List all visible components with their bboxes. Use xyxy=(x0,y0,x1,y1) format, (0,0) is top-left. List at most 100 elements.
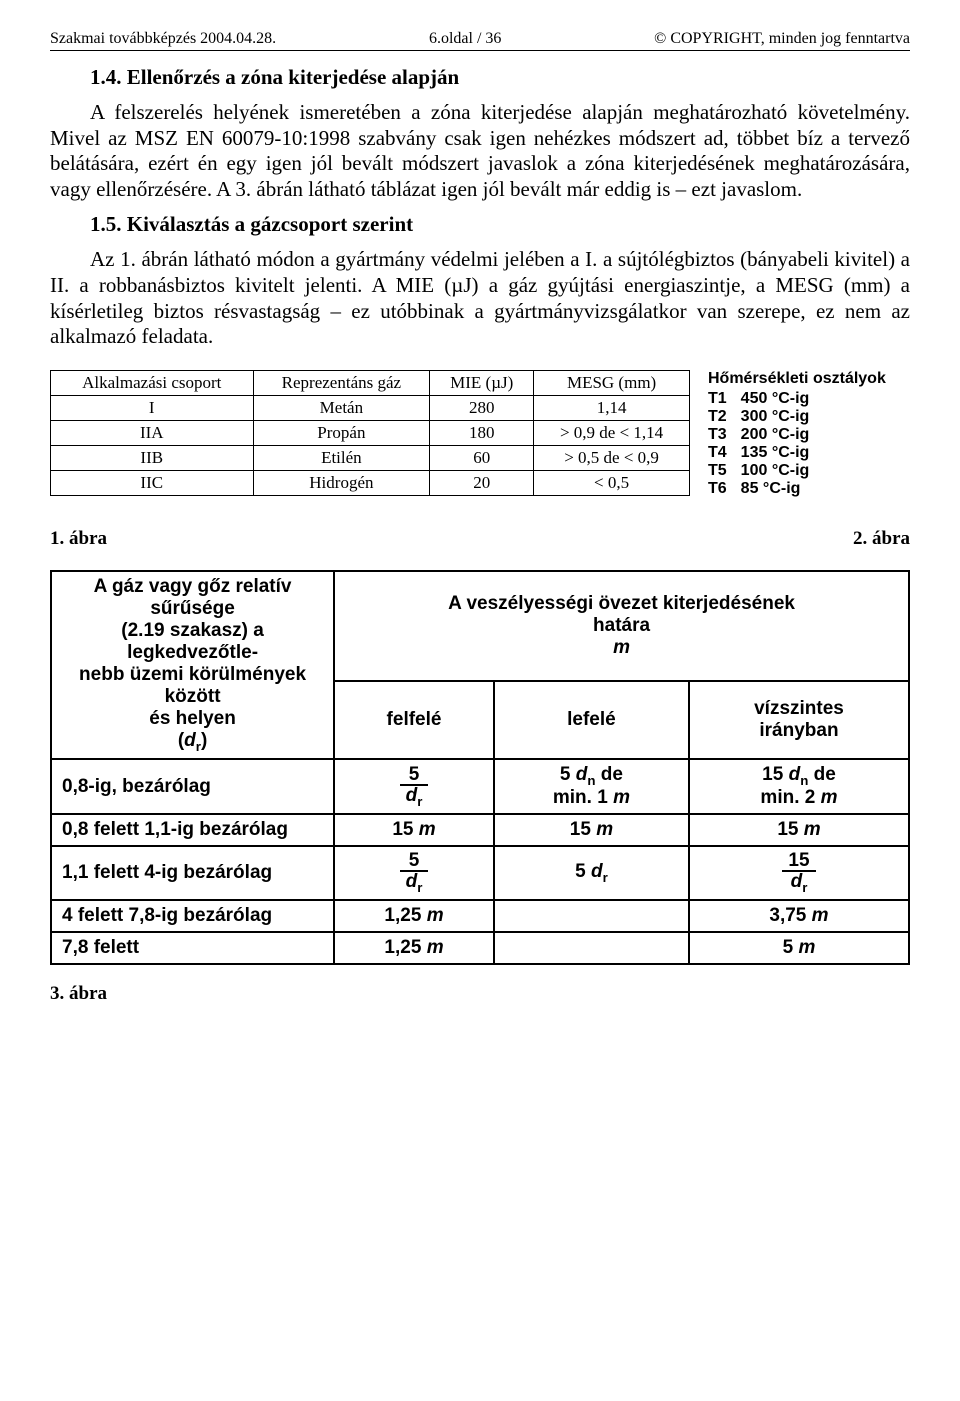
zone-table: A gáz vagy gőz relatív sűrűsége (2.19 sz… xyxy=(50,570,910,965)
zone-cell: 1,25 m xyxy=(334,932,494,964)
temp-row: T2 300 °C-ig xyxy=(708,408,910,426)
temp-row: T3 200 °C-ig xyxy=(708,426,910,444)
table-row: A gáz vagy gőz relatív sűrűsége (2.19 sz… xyxy=(51,571,909,681)
table-row: IIA Propán 180 > 0,9 de < 1,14 xyxy=(51,420,690,445)
figure-3-caption: 3. ábra xyxy=(50,983,910,1005)
page-header: Szakmai továbbképzés 2004.04.28. 6.oldal… xyxy=(50,30,910,51)
temp-code: T2 xyxy=(708,408,727,426)
temp-row: T1 450 °C-ig xyxy=(708,390,910,408)
temp-value: 300 °C-ig xyxy=(741,408,810,426)
temp-row: T4 135 °C-ig xyxy=(708,444,910,462)
gas-table: Alkalmazási csoport Reprezentáns gáz MIE… xyxy=(50,370,690,496)
temp-value: 85 °C-ig xyxy=(741,480,801,498)
gas-table-cell: IIA xyxy=(51,420,254,445)
zone-cell: 5dr xyxy=(334,759,494,815)
temp-value: 135 °C-ig xyxy=(741,444,810,462)
zone-cell: 5 m xyxy=(689,932,909,964)
gas-table-cell: > 0,9 de < 1,14 xyxy=(534,420,690,445)
temp-code: T1 xyxy=(708,390,727,408)
zone-subheader: vízszintesirányban xyxy=(689,681,909,759)
zone-h2-line: határa xyxy=(593,615,650,636)
temp-code: T3 xyxy=(708,426,727,444)
gas-table-header: MESG (mm) xyxy=(534,370,690,395)
temp-value: 100 °C-ig xyxy=(741,462,810,480)
gas-table-header: MIE (µJ) xyxy=(430,370,534,395)
table-row: IIC Hidrogén 20 < 0,5 xyxy=(51,470,690,495)
gas-table-cell: Hidrogén xyxy=(253,470,430,495)
gas-table-cell: 180 xyxy=(430,420,534,445)
gas-table-cell: Metán xyxy=(253,395,430,420)
table-row: 0,8 felett 1,1-ig bezárólag 15 m 15 m 15… xyxy=(51,814,909,846)
figure-1-caption: 1. ábra xyxy=(50,528,107,550)
table-row: 0,8-ig, bezárólag 5dr 5 dn demin. 1 m 15… xyxy=(51,759,909,815)
gas-table-header: Alkalmazási csoport xyxy=(51,370,254,395)
gas-table-cell: Propán xyxy=(253,420,430,445)
zone-h2-line: A veszélyességi övezet kiterjedésének xyxy=(448,593,795,614)
gas-table-cell: 20 xyxy=(430,470,534,495)
figure-2: Hőmérsékleti osztályok T1 450 °C-ig T2 300… xyxy=(708,370,910,498)
zone-subheader: lefelé xyxy=(494,681,689,759)
zone-header-right: A veszélyességi övezet kiterjedésének ha… xyxy=(334,571,909,681)
zone-cell: 15dr xyxy=(689,846,909,899)
section-1-4-title: 1.4. Ellenőrzés a zóna kiterjedése alapj… xyxy=(90,65,910,90)
zone-cell: 5 dn demin. 1 m xyxy=(494,759,689,815)
zone-row-label: 7,8 felett xyxy=(51,932,334,964)
gas-table-cell: < 0,5 xyxy=(534,470,690,495)
zone-cell: 3,75 m xyxy=(689,900,909,932)
zone-cell: 15 dn demin. 2 m xyxy=(689,759,909,815)
table-row: IIB Etilén 60 > 0,5 de < 0,9 xyxy=(51,445,690,470)
zone-row-label: 0,8-ig, bezárólag xyxy=(51,759,334,815)
gas-table-cell: I xyxy=(51,395,254,420)
gas-table-cell: Etilén xyxy=(253,445,430,470)
temp-row: T6 85 °C-ig xyxy=(708,480,910,498)
zone-row-label: 0,8 felett 1,1-ig bezárólag xyxy=(51,814,334,846)
section-1-5-paragraph: Az 1. ábrán látható módon a gyártmány vé… xyxy=(50,247,910,349)
temp-row: T5 100 °C-ig xyxy=(708,462,910,480)
figures-row: Alkalmazási csoport Reprezentáns gáz MIE… xyxy=(50,370,910,498)
table-row: Alkalmazási csoport Reprezentáns gáz MIE… xyxy=(51,370,690,395)
table-row: I Metán 280 1,14 xyxy=(51,395,690,420)
zone-cell: 5dr xyxy=(334,846,494,899)
zone-h1-line: A gáz vagy gőz relatív sűrűsége xyxy=(94,576,292,619)
gas-table-cell: IIB xyxy=(51,445,254,470)
header-right: © COPYRIGHT, minden jog fenntartva xyxy=(654,30,910,48)
gas-table-header: Reprezentáns gáz xyxy=(253,370,430,395)
gas-table-cell: 1,14 xyxy=(534,395,690,420)
table-row: 7,8 felett 1,25 m 5 m xyxy=(51,932,909,964)
temp-code: T6 xyxy=(708,480,727,498)
zone-cell: 15 m xyxy=(494,814,689,846)
zone-cell: 15 m xyxy=(689,814,909,846)
header-center: 6.oldal / 36 xyxy=(429,30,501,48)
zone-h1-line: és helyen xyxy=(149,708,236,729)
table-row: 1,1 felett 4-ig bezárólag 5dr 5 dr 15dr xyxy=(51,846,909,899)
section-1-5-title: 1.5. Kiválasztás a gázcsoport szerint xyxy=(90,212,910,237)
zone-h1-line: (2.19 szakasz) a legkedvezőtle- xyxy=(121,620,264,663)
table-row: 4 felett 7,8-ig bezárólag 1,25 m 3,75 m xyxy=(51,900,909,932)
section-1-4-paragraph: A felszerelés helyének ismeretében a zón… xyxy=(50,100,910,202)
temperature-classes-title: Hőmérsékleti osztályok xyxy=(708,370,910,388)
zone-cell: 5 dr xyxy=(494,846,689,899)
figure-captions-row: 1. ábra 2. ábra xyxy=(50,528,910,550)
figure-1: Alkalmazási csoport Reprezentáns gáz MIE… xyxy=(50,370,690,496)
temp-code: T4 xyxy=(708,444,727,462)
zone-row-label: 4 felett 7,8-ig bezárólag xyxy=(51,900,334,932)
temp-value: 200 °C-ig xyxy=(741,426,810,444)
zone-cell xyxy=(494,932,689,964)
zone-h2-line: m xyxy=(613,637,630,658)
header-left: Szakmai továbbképzés 2004.04.28. xyxy=(50,30,276,48)
gas-table-cell: 60 xyxy=(430,445,534,470)
zone-row-label: 1,1 felett 4-ig bezárólag xyxy=(51,846,334,899)
zone-h1-line: (dr) xyxy=(178,730,207,751)
zone-cell: 1,25 m xyxy=(334,900,494,932)
temp-value: 450 °C-ig xyxy=(741,390,810,408)
zone-subheader: felfelé xyxy=(334,681,494,759)
gas-table-cell: > 0,5 de < 0,9 xyxy=(534,445,690,470)
zone-header-left: A gáz vagy gőz relatív sűrűsége (2.19 sz… xyxy=(51,571,334,759)
zone-cell xyxy=(494,900,689,932)
gas-table-cell: 280 xyxy=(430,395,534,420)
figure-2-caption: 2. ábra xyxy=(853,528,910,550)
zone-cell: 15 m xyxy=(334,814,494,846)
gas-table-cell: IIC xyxy=(51,470,254,495)
zone-h1-line: nebb üzemi körülmények között xyxy=(79,664,306,707)
temp-code: T5 xyxy=(708,462,727,480)
